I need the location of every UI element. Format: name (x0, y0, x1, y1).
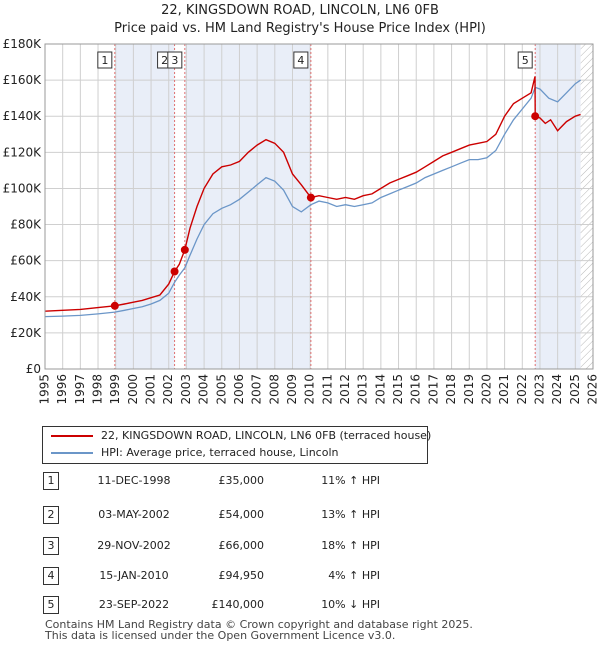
y-tick-label: £40K (10, 290, 42, 304)
x-tick-label: 1995 (38, 374, 52, 405)
x-tick-label: 2002 (161, 374, 175, 405)
sale-hpi-change: 10% ↓ HPI (321, 598, 380, 611)
sale-marker-label: 5 (522, 54, 529, 67)
sale-marker-box (293, 51, 309, 69)
property-series-line (44, 76, 581, 312)
sale-marker-box (517, 51, 533, 69)
sale-number: 1 (43, 472, 59, 490)
x-tick-label: 2000 (126, 374, 140, 405)
footer-attribution: Contains HM Land Registry data © Crown c… (45, 619, 473, 641)
x-tick-label: 2023 (532, 374, 546, 405)
x-tick-label: 2018 (444, 374, 458, 405)
sale-hpi-change: 4% ↑ HPI (328, 569, 380, 582)
x-tick-label: 1996 (55, 374, 69, 405)
legend-label-hpi: HPI: Average price, terraced house, Linc… (101, 446, 339, 459)
y-tick-label: £100K (3, 181, 43, 195)
sale-price: £140,000 (211, 598, 265, 611)
x-tick-label: 2011 (320, 374, 334, 405)
y-tick-label: £0 (26, 362, 41, 376)
sale-point (531, 112, 540, 121)
x-tick-label: 2013 (356, 374, 370, 405)
sale-number: 5 (43, 596, 59, 614)
legend-swatch-property (51, 435, 93, 437)
footer-line-1: Contains HM Land Registry data © Crown c… (45, 618, 473, 631)
sale-hpi-change: 13% ↑ HPI (321, 508, 380, 521)
x-tick-label: 1997 (73, 374, 87, 405)
sale-marker-label: 2 (161, 54, 168, 67)
x-tick-label: 2001 (144, 374, 158, 405)
x-tick-label: 1999 (108, 374, 122, 405)
sale-point (180, 245, 189, 254)
sale-date: 15-JAN-2010 (99, 569, 169, 582)
sale-date: 29-NOV-2002 (97, 539, 171, 552)
x-tick-label: 2004 (197, 374, 211, 405)
sale-hpi-change: 18% ↑ HPI (321, 539, 380, 552)
plot-border (44, 43, 594, 370)
y-tick-label: £60K (10, 254, 42, 268)
y-tick-label: £160K (3, 73, 43, 87)
ownership-band (184, 44, 311, 369)
sale-point (170, 267, 179, 276)
chart-title: 22, KINGSDOWN ROAD, LINCOLN, LN6 0FB (161, 3, 439, 18)
x-tick-label: 2014 (373, 374, 387, 405)
x-tick-label: 2010 (303, 374, 317, 405)
x-tick-label: 2015 (391, 374, 405, 405)
sale-row: 3 29-NOV-2002 £66,000 18% ↑ HPI (40, 537, 440, 555)
x-tick-label: 2006 (232, 374, 246, 405)
sale-row: 1 11-DEC-1998 £35,000 11% ↑ HPI (40, 472, 440, 490)
sale-price: £66,000 (218, 539, 265, 552)
sale-date: 03-MAY-2002 (98, 508, 170, 521)
x-tick-label: 2008 (267, 374, 281, 405)
y-tick-label: £20K (10, 326, 42, 340)
x-tick-label: 2012 (338, 374, 352, 405)
x-tick-label: 2009 (285, 374, 299, 405)
sale-marker-label: 1 (101, 54, 108, 67)
legend-label-property: 22, KINGSDOWN ROAD, LINCOLN, LN6 0FB (te… (101, 429, 432, 442)
sale-row: 5 23-SEP-2022 £140,000 10% ↓ HPI (40, 596, 440, 614)
sale-marker-label: 4 (297, 54, 304, 67)
sale-marker-box (97, 51, 113, 69)
x-tick-label: 2021 (497, 374, 511, 405)
sale-price: £35,000 (218, 474, 265, 487)
sale-number: 4 (43, 567, 59, 585)
x-tick-label: 2019 (462, 374, 476, 405)
sale-row: 4 15-JAN-2010 £94,950 4% ↑ HPI (40, 567, 440, 585)
x-tick-label: 2003 (179, 374, 193, 405)
sale-date: 11-DEC-1998 (97, 474, 171, 487)
chart-legend: 22, KINGSDOWN ROAD, LINCOLN, LN6 0FB (te… (42, 426, 432, 464)
sale-number: 3 (43, 537, 59, 555)
y-tick-label: £80K (10, 218, 42, 232)
x-tick-label: 2005 (214, 374, 228, 405)
sale-point (110, 301, 119, 310)
price-chart: £0 £20K £40K £60K £80K £100K £120K £140K £160K £1… (3, 37, 600, 405)
sale-price: £54,000 (218, 508, 265, 521)
x-tick-label: 2024 (550, 374, 564, 405)
sale-row: 2 03-MAY-2002 £54,000 13% ↑ HPI (40, 506, 440, 524)
sale-point (306, 193, 315, 202)
sale-marker-box (167, 51, 183, 69)
x-tick-label: 1998 (91, 374, 105, 405)
forecast-hatch (580, 44, 593, 369)
footer-line-2: This data is licensed under the Open Gov… (45, 629, 396, 642)
x-tick-label: 2017 (426, 374, 440, 405)
chart-subtitle: Price paid vs. HM Land Registry's House … (114, 21, 486, 36)
ownership-band (114, 44, 175, 369)
sale-price: £94,950 (218, 569, 265, 582)
x-tick-label: 2022 (515, 374, 529, 405)
y-tick-label: £140K (3, 109, 43, 123)
x-tick-label: 2026 (586, 374, 600, 405)
hpi-series-line (44, 79, 581, 318)
sale-hpi-change: 11% ↑ HPI (321, 474, 380, 487)
sale-number: 2 (43, 506, 59, 524)
sale-date: 23-SEP-2022 (98, 598, 170, 611)
x-tick-label: 2020 (479, 374, 493, 405)
sale-marker-label: 3 (171, 54, 178, 67)
x-tick-label: 2025 (568, 374, 582, 405)
y-tick-label: £120K (3, 145, 43, 159)
x-tick-label: 2007 (250, 374, 264, 405)
x-tick-label: 2016 (409, 374, 423, 405)
legend-swatch-hpi (51, 452, 93, 454)
y-tick-label: £180K (3, 37, 43, 51)
